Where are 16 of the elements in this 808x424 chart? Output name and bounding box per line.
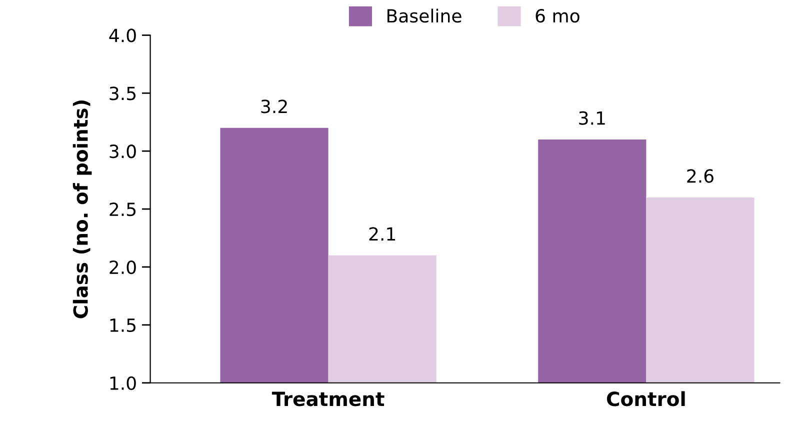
y-tick-label: 3.0 [110,144,136,158]
data-label: 2.6 [687,169,714,183]
y-tick-label: 4.0 [109,28,136,42]
data-label: 2.1 [369,227,396,241]
y-tick-label: 3.5 [110,86,136,100]
y-tick-label: 1.0 [110,376,136,390]
y-axis-title: Class (no. of points) [72,100,92,318]
y-tick-label: 2.0 [110,260,136,274]
y-tick-label: 1.5 [110,318,136,332]
x-tick-label: Control [606,391,685,406]
x-tick-label: Treatment [272,392,384,406]
data-label: 3.2 [261,100,287,114]
y-tick-label: 2.5 [110,202,136,216]
legend-label: 6 mo [536,9,580,23]
data-label: 3.1 [579,111,605,125]
legend-label: Baseline [388,8,462,23]
